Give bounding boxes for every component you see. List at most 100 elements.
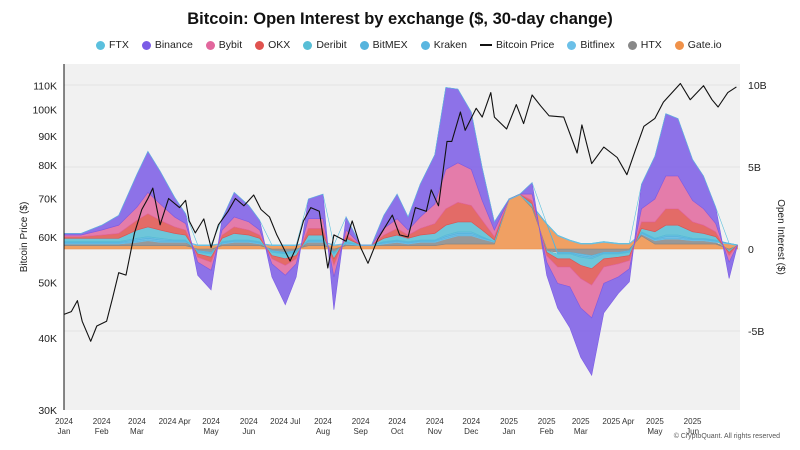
- x-tick-label-2025-02-01: 2025 Feb: [538, 417, 556, 436]
- legend-swatch-bitmex: [359, 40, 369, 50]
- x-tick-line: 2025: [646, 417, 664, 426]
- x-tick-line: 2024: [202, 417, 220, 426]
- x-tick-line: Mar: [130, 427, 144, 436]
- chart-title: Bitcoin: Open Interest by exchange ($, 3…: [187, 10, 613, 28]
- legend-item-bybit: Bybit: [205, 39, 243, 51]
- x-tick-label-2025-06-01: 2025 Jun: [684, 417, 702, 436]
- x-tick-line: 2024: [388, 417, 406, 426]
- x-tick-line: Feb: [95, 427, 109, 436]
- left-tick-label-80k: 80K: [38, 160, 57, 172]
- x-tick-label-2025-05-01: 2025 May: [646, 417, 664, 436]
- x-tick-line: Sep: [354, 427, 369, 436]
- x-tick-label-2024-05-01: 2024 May: [202, 417, 220, 436]
- x-tick-line: Jun: [242, 427, 255, 436]
- x-tick-line: 2024: [93, 417, 111, 426]
- x-tick-line: Oct: [391, 427, 404, 436]
- legend-swatch-kraken: [420, 40, 430, 50]
- x-tick-label-2024-01-01: 2024 Jan: [55, 417, 73, 436]
- x-tick-line: 2024: [426, 417, 444, 426]
- x-tick-label-2025-01-01: 2025 Jan: [500, 417, 518, 436]
- legend-label-ftx: FTX: [109, 39, 129, 51]
- right-tick-label-5b: 5B: [748, 162, 761, 174]
- x-tick-line: Feb: [540, 427, 554, 436]
- chart-credit: © CryptoQuant. All rights reserved: [673, 433, 780, 440]
- x-tick-line: 2024: [128, 417, 146, 426]
- x-tick-line: Dec: [464, 427, 478, 436]
- legend-label-gate-io: Gate.io: [687, 39, 722, 51]
- right-tick-label-0: 0: [748, 244, 754, 256]
- legend-swatch-htx: [627, 40, 637, 50]
- right-axis-title: Open Interest ($): [775, 199, 786, 275]
- legend-label-bitmex: BitMEX: [372, 39, 408, 51]
- x-tick-line: 2024: [352, 417, 370, 426]
- x-tick-line: 2024 Apr: [159, 417, 191, 426]
- left-tick-label-70k: 70K: [38, 194, 57, 206]
- legend-swatch-bitcoin-price: [479, 44, 492, 46]
- x-tick-line: Aug: [316, 427, 330, 436]
- left-tick-label-50k: 50K: [38, 278, 57, 290]
- legend-item-htx: HTX: [627, 39, 662, 51]
- x-tick-line: 2025: [684, 417, 702, 426]
- x-tick-line: Jun: [686, 427, 699, 436]
- legend-label-bybit: Bybit: [218, 39, 243, 51]
- left-tick-label-110k: 110K: [33, 81, 57, 93]
- oi-area-htx: [63, 194, 738, 256]
- legend-label-bitcoin-price: Bitcoin Price: [495, 39, 555, 51]
- x-tick-line: Jan: [58, 427, 71, 436]
- chart-legend: FTX Binance Bybit OKX Deribit BitMEX Kraken Bit…: [96, 39, 736, 51]
- x-tick-line: Nov: [428, 427, 442, 436]
- x-tick-line: 2024 Jul: [270, 417, 300, 426]
- x-tick-label-2024-11-01: 2024 Nov: [426, 417, 444, 436]
- legend-item-ftx: FTX: [96, 39, 129, 51]
- x-tick-label-2024-03-01: 2024 Mar: [128, 417, 146, 436]
- x-tick-label-2024-02-01: 2024 Feb: [93, 417, 111, 436]
- legend-swatch-okx: [255, 40, 265, 50]
- left-tick-label-30k: 30K: [38, 405, 57, 417]
- legend-item-kraken: Kraken: [420, 39, 467, 51]
- legend-label-binance: Binance: [154, 39, 193, 51]
- legend-item-deribit: Deribit: [303, 39, 347, 51]
- x-tick-line: 2024: [240, 417, 258, 426]
- x-tick-label-2024-04-01: 2024 Apr: [159, 417, 191, 426]
- legend-swatch-binance: [141, 40, 151, 50]
- x-tick-line: Mar: [574, 427, 588, 436]
- legend-swatch-gate-io: [674, 40, 684, 50]
- legend-item-binance: Binance: [141, 39, 193, 51]
- x-tick-label-2024-09-01: 2024 Sep: [352, 417, 370, 436]
- legend-item-okx: OKX: [255, 39, 290, 51]
- legend-label-htx: HTX: [640, 39, 662, 51]
- legend-item-bitfinex: Bitfinex: [567, 39, 615, 51]
- x-tick-line: 2024: [462, 417, 480, 426]
- x-tick-line: May: [204, 427, 219, 436]
- left-tick-label-90k: 90K: [38, 131, 57, 143]
- x-tick-label-2025-04-01: 2025 Apr: [602, 417, 634, 426]
- left-axis-title: Bitcoin Price ($): [19, 202, 30, 273]
- right-tick-label-10b: 10B: [748, 80, 767, 92]
- legend-swatch-bitfinex: [567, 40, 577, 50]
- x-tick-label-2024-07-01: 2024 Jul: [270, 417, 300, 426]
- x-tick-line: 2025: [572, 417, 590, 426]
- left-tick-label-60k: 60K: [38, 232, 57, 244]
- left-tick-label-100k: 100K: [32, 105, 57, 117]
- oi-areas: [63, 87, 738, 377]
- legend-item-bitcoin-price: Bitcoin Price: [479, 39, 555, 51]
- legend-swatch-bybit: [205, 40, 215, 50]
- legend-label-deribit: Deribit: [316, 39, 347, 51]
- right-tick-label-5b: -5B: [748, 326, 764, 338]
- x-tick-line: 2024: [314, 417, 332, 426]
- x-tick-label-2024-10-01: 2024 Oct: [388, 417, 406, 436]
- legend-item-gate-io: Gate.io: [674, 39, 722, 51]
- x-tick-line: 2025: [538, 417, 556, 426]
- legend-label-kraken: Kraken: [433, 39, 467, 51]
- oi-area-binance: [63, 87, 738, 377]
- legend-label-okx: OKX: [268, 39, 291, 51]
- x-tick-label-2025-03-01: 2025 Mar: [572, 417, 590, 436]
- x-tick-label-2024-06-01: 2024 Jun: [240, 417, 258, 436]
- x-tick-line: May: [647, 427, 662, 436]
- oi-area-ftx: [64, 87, 738, 246]
- x-tick-label-2024-12-01: 2024 Dec: [462, 417, 480, 436]
- left-tick-label-40k: 40K: [38, 333, 57, 345]
- x-tick-line: 2025 Apr: [602, 417, 634, 426]
- x-tick-line: 2025: [500, 417, 518, 426]
